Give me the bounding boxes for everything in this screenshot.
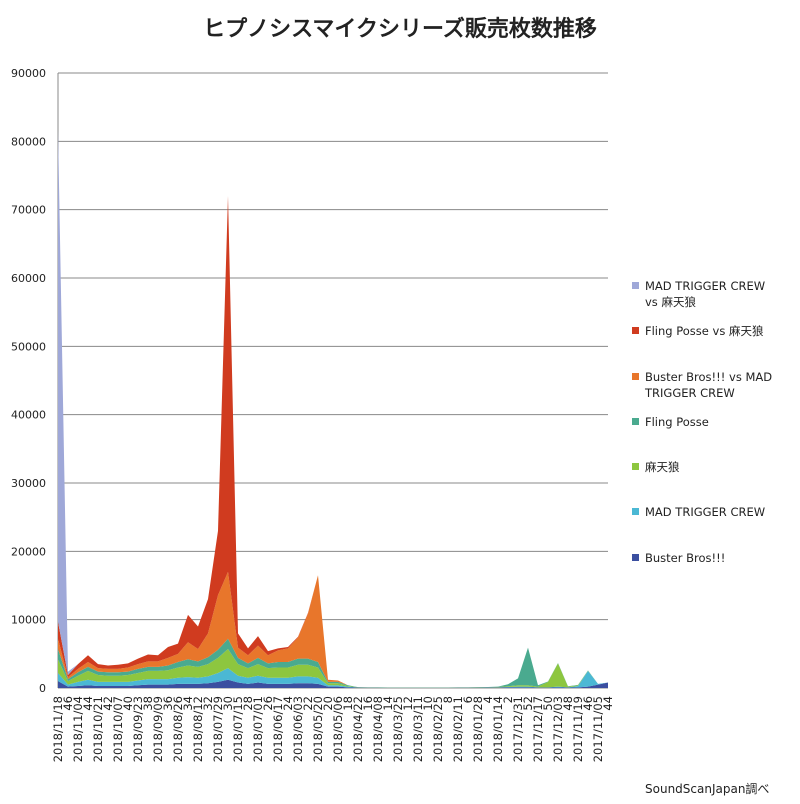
x-tick-label: 16 [361,696,375,711]
legend: MAD TRIGGER CREW vs 麻天狼 Fling Posse vs 麻天… [632,278,792,595]
x-tick-label: 2018/07/01 [251,696,265,762]
y-tick-label: 30000 [11,477,46,490]
legend-item: MAD TRIGGER CREW vs 麻天狼 [632,278,792,323]
x-tick-label: 32 [201,696,215,711]
x-tick-label: 36 [161,696,175,711]
source-note: SoundScanJapan調べ [645,782,770,796]
x-tick-label: 22 [301,696,315,711]
area [58,649,608,688]
legend-label: Buster Bros!!! [645,550,726,565]
x-tick-label: 2018/04/22 [351,696,365,762]
x-tick-label: 2018/09/23 [131,696,145,762]
legend-label: Fling Posse vs 麻天狼 [645,324,764,339]
x-tick-label: 2017/11/05 [591,696,605,762]
legend-label: 麻天狼 [645,460,680,475]
x-tick-label: 2018/07/29 [211,696,225,762]
legend-swatch [632,282,639,289]
y-tick-label: 60000 [11,272,46,285]
legend-item: Buster Bros!!! vs MAD TRIGGER CREW [632,369,792,414]
legend-swatch [632,553,639,561]
area [58,196,608,688]
x-tick-label: 2017/11/19 [571,696,585,762]
x-tick-label: 48 [561,696,575,711]
x-tick-label: 2018/02/25 [431,696,445,762]
legend-label: MAD TRIGGER CREW [645,505,766,520]
x-tick-label: 24 [281,696,295,711]
x-tick-label: 2018/06/17 [271,696,285,762]
x-tick-label: 2018/10/07 [111,696,125,762]
legend-item: 麻天狼 [632,459,792,504]
x-tick-label: 2017/12/31 [511,696,525,762]
x-tick-label: 10 [421,696,435,711]
legend-swatch [632,463,639,471]
x-tick-label: 2018/05/06 [331,696,345,762]
x-tick-label: 40 [121,696,135,711]
legend-item: MAD TRIGGER CREW [632,504,792,549]
area [58,668,608,688]
legend-swatch [632,417,639,425]
y-tick-label: 90000 [11,67,46,80]
legend-label: MAD TRIGGER CREW vs 麻天狼 [645,279,766,309]
y-tick-label: 10000 [11,614,46,627]
x-tick-label: 12 [401,696,415,711]
x-tick-label: 2018/02/11 [451,696,465,762]
y-tick-label: 40000 [11,409,46,422]
legend-swatch [632,508,639,516]
x-tick-label: 18 [341,696,355,711]
y-tick-label: 50000 [11,340,46,353]
y-tick-label: 80000 [11,135,46,148]
x-tick-label: 4 [481,696,495,703]
legend-label: Fling Posse [645,414,709,429]
legend-label: Buster Bros!!! vs MAD TRIGGER CREW [645,369,773,400]
x-tick-label: 2017/12/03 [551,696,565,762]
x-tick-label: 28 [241,696,255,711]
x-tick-label: 2018/01/28 [471,696,485,762]
y-tick-label: 70000 [11,204,46,217]
legend-item: Fling Posse vs 麻天狼 [632,323,792,368]
x-tick-label: 2018/11/04 [71,696,85,762]
x-tick-label: 44 [81,696,95,711]
x-tick-label: 2018/05/20 [311,696,325,762]
x-tick-label: 2018/06/03 [291,696,305,762]
x-tick-label: 26 [261,696,275,711]
y-tick-label: 20000 [11,545,46,558]
x-tick-label: 14 [381,696,395,711]
area [58,129,608,688]
legend-item: Buster Bros!!! [632,550,792,595]
x-tick-label: 2018/07/15 [231,696,245,762]
x-tick-label: 30 [221,696,235,711]
x-tick-label: 8 [441,696,455,703]
x-tick-label: 52 [521,696,535,711]
x-tick-label: 6 [461,696,475,703]
x-tick-label: 38 [141,696,155,711]
x-tick-label: 2018/04/08 [371,696,385,762]
x-tick-label: 50 [541,696,555,711]
x-tick-label: 2 [501,696,515,703]
x-tick-label: 2018/09/09 [151,696,165,762]
area [58,571,608,688]
legend-swatch [632,372,639,380]
chart-title: ヒプノシスマイクシリーズ販売枚数推移 [203,16,597,42]
x-tick-label: 2018/08/12 [191,696,205,762]
x-tick-label: 46 [61,696,75,711]
area [58,679,608,688]
x-tick-label: 2018/11/18 [51,696,65,762]
x-tick-label: 2018/01/14 [491,696,505,762]
legend-swatch [632,327,639,335]
y-tick-label: 0 [39,682,46,695]
x-tick-label: 46 [581,696,595,711]
x-tick-label: 2017/12/17 [531,696,545,762]
legend-item: Fling Posse [632,414,792,459]
x-tick-label: 2018/03/11 [411,696,425,762]
x-tick-label: 34 [181,696,195,711]
x-tick-label: 44 [601,696,615,711]
x-tick-label: 20 [321,696,335,711]
x-tick-label: 2018/08/26 [171,696,185,762]
x-tick-label: 2018/03/25 [391,696,405,762]
x-tick-label: 42 [101,696,115,711]
x-tick-label: 2018/10/21 [91,696,105,762]
